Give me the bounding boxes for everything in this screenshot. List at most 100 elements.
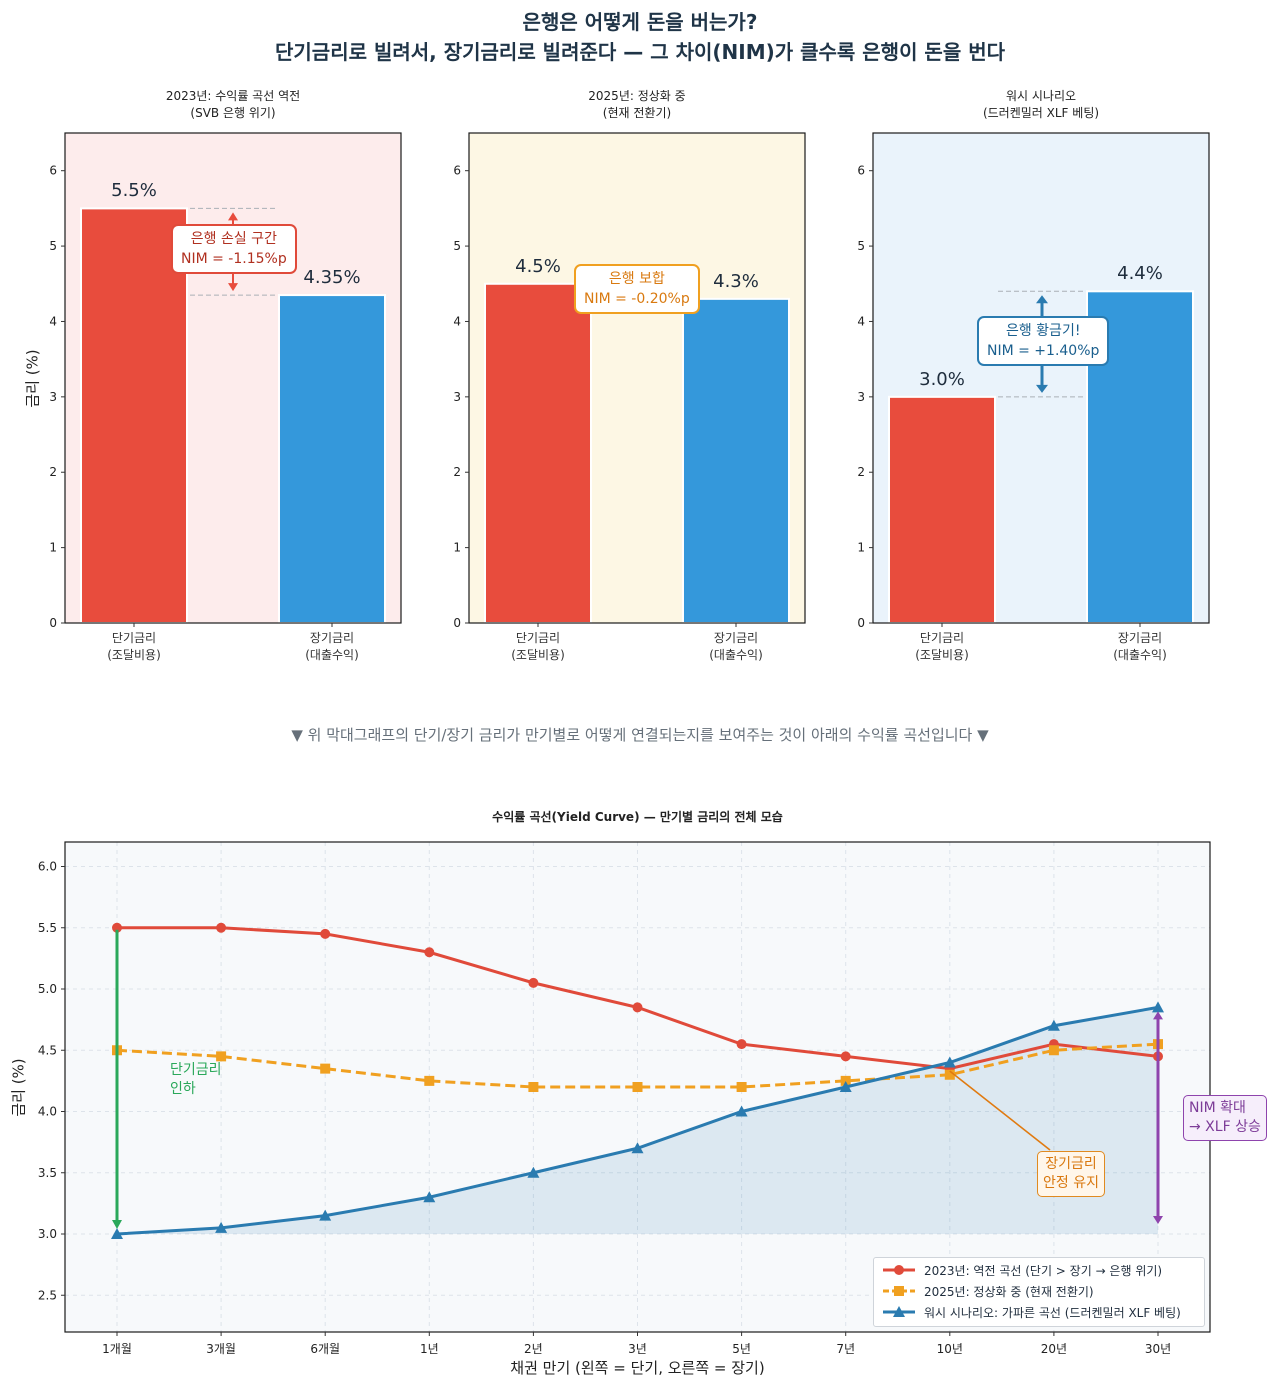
tick-line: 단기금리 [111, 631, 157, 645]
bar-value-label: 4.5% [515, 255, 561, 277]
x-tick-label: 3개월 [206, 1342, 236, 1356]
y-tick-label: 6 [49, 164, 57, 178]
y-tick-label: 3.0 [38, 1227, 57, 1241]
series-point [839, 1081, 852, 1092]
tick-line: 단기금리 [515, 631, 561, 645]
x-tick-label: 2년 [524, 1342, 543, 1356]
bar-x-tick-label: 장기금리 (대출수익) [1080, 630, 1200, 664]
y-tick-label: 1 [49, 541, 57, 555]
series-point [527, 1166, 540, 1178]
y-tick-label: 0 [453, 616, 461, 630]
arrow-head-down [1036, 384, 1048, 393]
panel3-title: 워시 시나리오 (드러켄밀러 XLF 베팅) [873, 88, 1209, 122]
tick-line: (조달비용) [511, 648, 565, 662]
long-rate-bar [682, 297, 790, 624]
bar-value-label: 4.3% [713, 270, 759, 292]
panel1-title-line2: (SVB 은행 위기) [190, 106, 276, 120]
legend: 2023년: 역전 곡선 (단기 > 장기 → 은행 위기) 2025년: 정상… [873, 1257, 1205, 1327]
y-tick-label: 2 [49, 465, 57, 479]
anno-line: 단기금리 [170, 1062, 222, 1078]
tick-line: (대출수익) [305, 648, 359, 662]
short-rate-bar [888, 395, 996, 624]
wish-shaded-area [117, 1007, 1158, 1234]
series-point [216, 1051, 227, 1062]
series-line-1 [117, 926, 1159, 1071]
anno-line: → XLF 상승 [1189, 1119, 1261, 1135]
x-tick-label: 7년 [836, 1342, 855, 1356]
legend-label: 워시 시나리오: 가파른 곡선 (드러켄밀러 XLF 베팅) [924, 1305, 1181, 1320]
panel1-title-line1: 2023년: 수익률 곡선 역전 [165, 89, 301, 103]
short-rate-bar [80, 207, 188, 624]
yield-curve-title: 수익률 곡선(Yield Curve) — 만기별 금리의 전체 모습 [492, 810, 783, 824]
y-tick-label: 1 [453, 541, 461, 555]
y-tick-label: 2 [453, 465, 461, 479]
anno-line: 은행 보합 [608, 271, 665, 287]
series-point [736, 1082, 747, 1092]
panel3-title-line2: (드러켄밀러 XLF 베팅) [982, 106, 1100, 120]
series-point [112, 922, 122, 933]
arrow-head-down [112, 1220, 122, 1229]
series-point [424, 947, 435, 958]
legend-item-2025: 2025년: 정상화 중 (현재 전환기) [882, 1281, 1094, 1301]
yield-y-axis-label: 금리 (%) [9, 1058, 28, 1117]
y-tick-label: 4.0 [38, 1105, 57, 1119]
bar-value-label: 3.0% [919, 368, 965, 390]
panel1-frame [64, 132, 402, 624]
y-tick-label: 5 [857, 239, 865, 253]
series-point [632, 1082, 643, 1092]
legend-swatch-2025 [883, 1286, 915, 1296]
flat-annotation: 은행 보합 NIM = -0.20%p [574, 264, 700, 314]
x-tick-label: 1개월 [102, 1342, 132, 1356]
series-point [735, 1105, 748, 1117]
bar-value-label: 5.5% [111, 180, 157, 202]
tick-line: (대출수익) [709, 648, 763, 662]
y-tick-label: 5 [453, 239, 461, 253]
series-point [632, 1002, 643, 1013]
nim-expand-annotation: NIM 확대 → XLF 상승 [1183, 1095, 1267, 1141]
anno-line: NIM = -0.20%p [584, 291, 690, 307]
arrow-head-down [1153, 1216, 1163, 1224]
y-tick-label: 4 [453, 314, 461, 328]
series-point [736, 1039, 747, 1050]
series-line-3 [116, 1005, 1159, 1236]
x-tick-label: 10년 [937, 1342, 963, 1356]
arrow-head-down [228, 283, 238, 292]
y-tick-label: 5.0 [38, 982, 57, 996]
series-point [1152, 1001, 1164, 1013]
legend-label: 2025년: 정상화 중 (현재 전환기) [924, 1284, 1094, 1299]
bar-charts: 0 1 2 3 4 5 6 0 1 2 3 4 5 6 0 1 2 3 4 5 6 [49, 132, 1210, 630]
series-point [320, 928, 331, 939]
long-stable-annotation: 장기금리 안정 유지 [1037, 1151, 1105, 1197]
panel3-frame [872, 132, 1210, 624]
y-tick-label: 2 [857, 465, 865, 479]
bar-x-tick-label: 단기금리 (조달비용) [882, 630, 1002, 664]
tick-line: 장기금리 [1117, 631, 1163, 645]
y-tick-label: 1 [857, 541, 865, 555]
y-tick-label: 0 [857, 616, 865, 630]
series-point [1047, 1019, 1060, 1031]
short-rate-bar [484, 282, 592, 624]
y-tick-label: 4.5 [38, 1043, 57, 1057]
anno-line: NIM 확대 [1189, 1100, 1246, 1116]
tick-line: 장기금리 [309, 631, 355, 645]
anno-line: 은행 손실 구간 [190, 231, 277, 247]
x-tick-label: 3년 [628, 1342, 647, 1356]
arrow-head-up [1036, 295, 1048, 304]
series-point [1153, 1051, 1163, 1062]
x-tick-label: 1년 [420, 1342, 439, 1356]
anno-line: 인하 [170, 1081, 196, 1097]
series-point [111, 1228, 123, 1239]
bridge-note: ▼ 위 막대그래프의 단기/장기 금리가 만기별로 어떻게 연결되는지를 보여주… [291, 726, 989, 744]
y-tick-label: 3 [49, 390, 57, 404]
y-tick-label: 3 [453, 390, 461, 404]
tick-line: (대출수익) [1113, 648, 1167, 662]
series-point [944, 1069, 955, 1080]
series-point [1048, 1045, 1059, 1056]
series-point [424, 1075, 435, 1086]
panel2-frame [468, 132, 806, 624]
y-tick-label: 3.5 [38, 1166, 57, 1180]
long-rate-bar [278, 294, 386, 624]
panel1-title: 2023년: 수익률 곡선 역전 (SVB 은행 위기) [65, 88, 401, 122]
series-point [216, 922, 227, 933]
bar-value-label: 4.35% [303, 267, 361, 289]
